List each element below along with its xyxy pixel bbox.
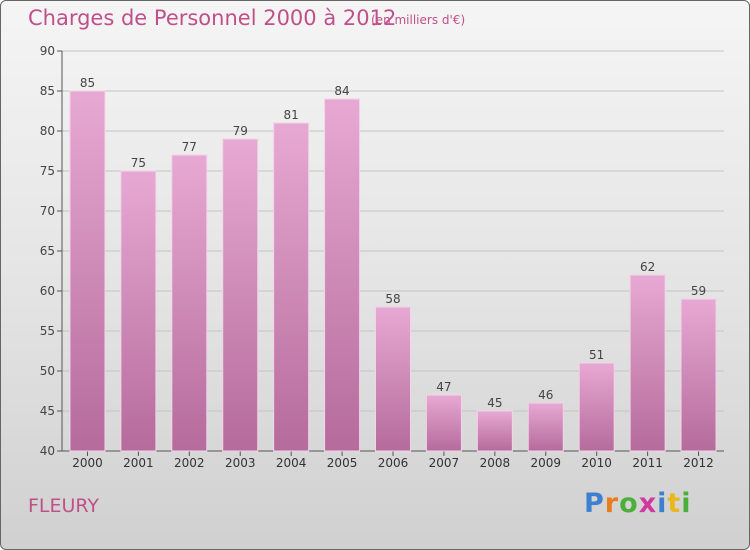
y-tick-label: 55: [40, 324, 55, 338]
x-tick-label: 2002: [174, 456, 205, 470]
bar-value-label: 59: [691, 284, 706, 298]
bar: [69, 90, 106, 452]
bar: [425, 394, 462, 452]
bars: [69, 90, 717, 452]
y-tick-label: 80: [40, 124, 55, 138]
logo-letter: i: [681, 488, 692, 519]
logo-letter: i: [657, 488, 668, 519]
x-tick-label: 2001: [123, 456, 154, 470]
bar: [120, 170, 157, 452]
x-tick-label: 2004: [276, 456, 307, 470]
bar-value-label: 62: [640, 260, 655, 274]
y-tick-label: 90: [40, 44, 55, 58]
bar-value-label: 51: [589, 348, 604, 362]
labels: 40 45 50 55 60 65 70 75 80 85 90 85 2000 75 2001 77 2002…: [40, 44, 714, 470]
x-tick-label: 2007: [429, 456, 460, 470]
logo-letter: o: [619, 488, 639, 519]
bar: [375, 306, 411, 452]
city-name: FLEURY: [28, 495, 100, 517]
bar: [324, 98, 361, 452]
x-tick-label: 2010: [581, 456, 612, 470]
x-tick-label: 2008: [480, 456, 511, 470]
x-tick-label: 2009: [530, 456, 561, 470]
bar: [629, 274, 666, 452]
logo-letter: x: [638, 488, 658, 519]
y-tick-label: 60: [40, 284, 55, 298]
bar-value-label: 84: [334, 84, 349, 98]
x-tick-label: 2003: [225, 456, 256, 470]
bar-value-label: 45: [487, 396, 502, 410]
y-tick-label: 45: [40, 404, 55, 418]
x-tick-label: 2012: [683, 456, 714, 470]
chart-subtitle: (en milliers d'€): [371, 13, 466, 27]
y-tick-label: 85: [40, 84, 55, 98]
bar: [273, 122, 310, 452]
proxiti-logo: Proxiti: [584, 488, 692, 519]
bar: [476, 410, 513, 452]
bar-value-label: 46: [538, 388, 553, 402]
chart-title: Charges de Personnel 2000 à 2012: [28, 6, 397, 30]
bar: [527, 402, 564, 452]
x-tick-label: 2005: [327, 456, 358, 470]
bar-value-label: 79: [233, 124, 248, 138]
bar-value-label: 47: [436, 380, 451, 394]
y-tick-label: 75: [40, 164, 55, 178]
bar-value-label: 81: [284, 108, 299, 122]
bar: [680, 298, 717, 452]
bar: [222, 138, 259, 452]
x-tick-label: 2006: [378, 456, 409, 470]
y-tick-label: 50: [40, 364, 55, 378]
x-tick-label: 2011: [632, 456, 663, 470]
bar-value-label: 85: [80, 76, 95, 90]
y-tick-label: 70: [40, 204, 55, 218]
bar-value-label: 75: [131, 156, 146, 170]
logo-letter: t: [667, 488, 682, 519]
logo-letter: r: [604, 488, 620, 519]
x-tick-label: 2000: [72, 456, 103, 470]
y-tick-label: 40: [40, 444, 55, 458]
y-tick-label: 65: [40, 244, 55, 258]
bar: [171, 154, 208, 452]
bar: [578, 362, 615, 452]
bar-value-label: 77: [182, 140, 197, 154]
bar-value-label: 58: [385, 292, 400, 306]
logo-letter: P: [584, 488, 605, 519]
